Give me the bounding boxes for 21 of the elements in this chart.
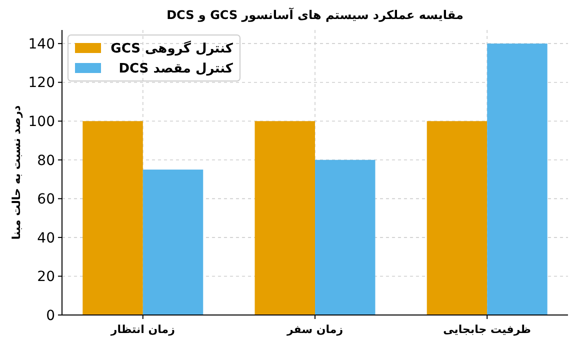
chart-title: مقایسه عملکرد سیستم های آسانسور GCS و DCS — [166, 7, 464, 22]
bar — [142, 170, 204, 315]
bar — [426, 121, 488, 315]
bar — [315, 160, 376, 315]
y-tick-label: 120 — [28, 75, 55, 92]
y-tick-label: 100 — [28, 114, 55, 130]
y-tick-label: 140 — [28, 36, 55, 52]
bar — [254, 121, 315, 315]
bar — [82, 121, 143, 315]
bar — [487, 44, 548, 315]
y-tick-label: 0 — [46, 308, 55, 324]
y-tick-label: 60 — [37, 192, 55, 208]
legend-label: کنترل مقصد DCS — [118, 62, 234, 77]
y-tick-label: 80 — [37, 152, 55, 169]
x-tick-label: ظرفیت جابجایی — [443, 323, 532, 336]
y-tick-label: 40 — [37, 230, 55, 246]
y-axis-title: درصد نسبت به حالت مبنا — [10, 105, 23, 240]
y-tick-label: 20 — [37, 269, 55, 286]
x-tick-label: زمان انتظار — [110, 323, 175, 336]
x-tick-label: زمان سفر — [286, 323, 344, 336]
legend-label: کنترل گروهی GCS — [110, 40, 234, 57]
